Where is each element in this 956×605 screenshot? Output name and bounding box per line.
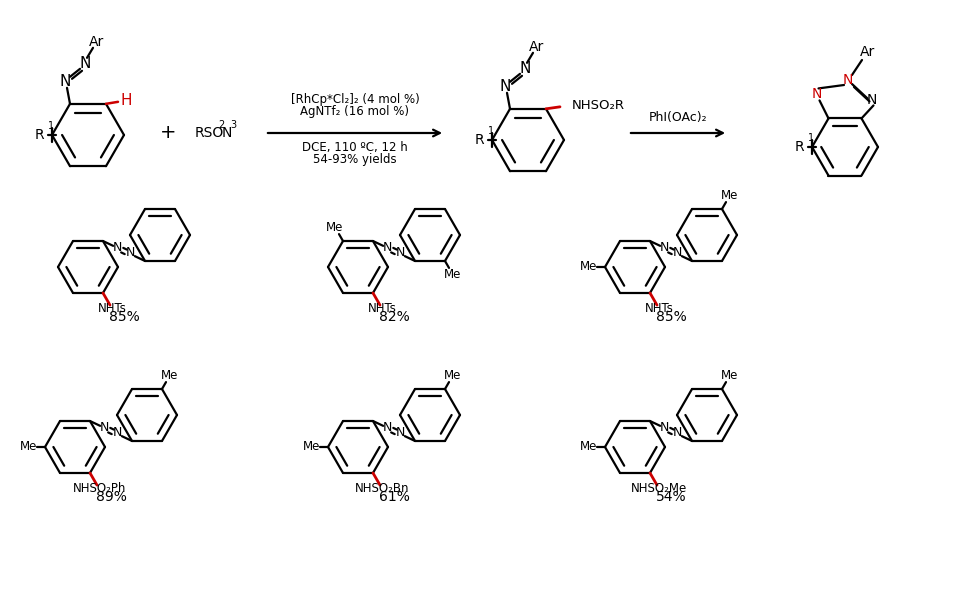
Text: 54%: 54% [656, 490, 686, 504]
Text: Me: Me [162, 368, 179, 382]
Text: N: N [519, 61, 531, 76]
Text: R: R [34, 128, 44, 142]
Text: N: N [812, 87, 822, 102]
Text: N: N [100, 420, 109, 434]
Text: 2: 2 [218, 120, 225, 130]
Text: N: N [396, 246, 405, 260]
Text: NHSO₂Bn: NHSO₂Bn [355, 482, 409, 495]
Text: Ar: Ar [860, 45, 876, 59]
Text: H: H [120, 93, 132, 108]
Text: Me: Me [20, 440, 37, 454]
Text: +: + [160, 123, 176, 143]
Text: DCE, 110 ºC, 12 h: DCE, 110 ºC, 12 h [302, 140, 408, 154]
Text: 1: 1 [488, 126, 494, 136]
Text: R: R [474, 133, 484, 147]
Text: Me: Me [580, 261, 598, 273]
Text: N: N [113, 241, 122, 253]
Text: R: R [794, 140, 804, 154]
Text: 1: 1 [808, 133, 815, 143]
Text: N: N [125, 246, 135, 260]
Text: N: N [113, 427, 122, 439]
Text: N: N [843, 73, 853, 87]
Text: NHSO₂Ph: NHSO₂Ph [73, 482, 126, 495]
Text: 3: 3 [230, 120, 236, 130]
Text: N: N [59, 74, 71, 90]
Text: Me: Me [722, 368, 739, 382]
Text: N: N [673, 246, 682, 260]
Text: N: N [383, 420, 392, 434]
Text: Me: Me [326, 221, 344, 234]
Text: NHTs: NHTs [368, 302, 397, 315]
Text: Me: Me [445, 368, 462, 382]
Text: 82%: 82% [379, 310, 409, 324]
Text: RSO: RSO [195, 126, 225, 140]
Text: [RhCp*Cl₂]₂ (4 mol %): [RhCp*Cl₂]₂ (4 mol %) [291, 94, 420, 106]
Text: N: N [866, 93, 877, 108]
Text: Me: Me [303, 440, 320, 454]
Text: N: N [499, 79, 511, 94]
Text: 85%: 85% [109, 310, 140, 324]
Text: NHSO₂Me: NHSO₂Me [631, 482, 687, 495]
Text: N: N [222, 126, 232, 140]
Text: 1: 1 [48, 121, 54, 131]
Text: AgNTf₂ (16 mol %): AgNTf₂ (16 mol %) [300, 105, 409, 119]
Text: N: N [396, 427, 405, 439]
Text: Ar: Ar [530, 40, 545, 54]
Text: Me: Me [445, 269, 462, 281]
Text: N: N [673, 427, 682, 439]
Text: 89%: 89% [96, 490, 126, 504]
Text: NHSO₂R: NHSO₂R [572, 99, 624, 113]
Text: 54-93% yields: 54-93% yields [314, 152, 397, 166]
Text: PhI(OAc)₂: PhI(OAc)₂ [649, 111, 707, 123]
Text: NHTs: NHTs [98, 302, 126, 315]
Text: Me: Me [722, 189, 739, 201]
Text: 85%: 85% [656, 310, 686, 324]
Text: N: N [660, 241, 669, 253]
Text: Ar: Ar [89, 35, 104, 49]
Text: 61%: 61% [379, 490, 409, 504]
Text: N: N [660, 420, 669, 434]
Text: NHTs: NHTs [644, 302, 674, 315]
Text: N: N [79, 56, 91, 71]
Text: N: N [383, 241, 392, 253]
Text: Me: Me [580, 440, 598, 454]
